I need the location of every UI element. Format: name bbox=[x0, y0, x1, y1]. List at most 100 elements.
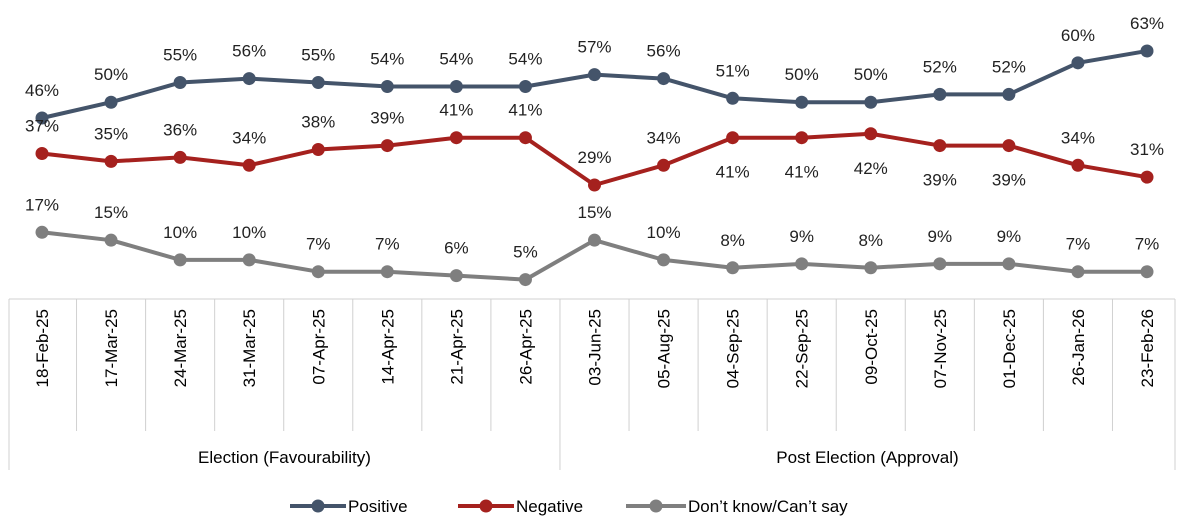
x-tick-label: 03-Jun-25 bbox=[586, 309, 605, 386]
data-label: 42% bbox=[854, 159, 888, 178]
data-point bbox=[726, 131, 740, 145]
x-tick-label: 31-Mar-25 bbox=[240, 309, 259, 387]
data-point bbox=[864, 261, 878, 275]
data-label: 55% bbox=[163, 46, 197, 65]
data-label: 34% bbox=[1061, 128, 1095, 147]
x-axis: 18-Feb-25 17-Mar-25 24-Mar-25 31-Mar-25 07-A… bbox=[8, 298, 1176, 470]
legend: Positive Negative Don’t know/Can’t say bbox=[290, 497, 848, 516]
data-label: 7% bbox=[1135, 235, 1160, 254]
data-label: 10% bbox=[232, 223, 266, 242]
data-label: 57% bbox=[577, 38, 611, 57]
x-tick-label: 01-Dec-25 bbox=[1000, 309, 1019, 388]
data-label: 38% bbox=[301, 113, 335, 132]
x-tick-label: 04-Sep-25 bbox=[724, 309, 743, 388]
data-point bbox=[1071, 158, 1085, 172]
data-point bbox=[795, 257, 809, 271]
data-point bbox=[380, 79, 394, 93]
data-label: 56% bbox=[647, 42, 681, 61]
data-point bbox=[35, 225, 49, 239]
data-point bbox=[380, 139, 394, 153]
data-label: 9% bbox=[928, 227, 953, 246]
data-label: 10% bbox=[163, 223, 197, 242]
legend-swatch-marker bbox=[479, 499, 493, 513]
data-label: 63% bbox=[1130, 14, 1164, 33]
data-point bbox=[1140, 170, 1154, 184]
data-label: 52% bbox=[992, 57, 1026, 76]
data-label: 10% bbox=[647, 223, 681, 242]
data-point bbox=[173, 150, 187, 164]
data-point bbox=[933, 139, 947, 153]
data-point bbox=[1002, 257, 1016, 271]
data-point bbox=[311, 76, 325, 90]
data-point bbox=[449, 79, 463, 93]
x-tick-label: 14-Apr-25 bbox=[378, 309, 397, 385]
data-label: 17% bbox=[25, 195, 59, 214]
data-point bbox=[1071, 56, 1085, 70]
data-point bbox=[864, 95, 878, 109]
data-label: 7% bbox=[1066, 235, 1091, 254]
group-label: Election (Favourability) bbox=[198, 448, 371, 467]
data-point bbox=[657, 253, 671, 267]
data-point bbox=[518, 79, 532, 93]
data-point bbox=[726, 91, 740, 105]
data-point bbox=[933, 257, 947, 271]
x-tick-label: 21-Apr-25 bbox=[447, 309, 466, 385]
data-point bbox=[933, 87, 947, 101]
x-tick-label: 07-Nov-25 bbox=[931, 309, 950, 388]
data-label: 34% bbox=[647, 128, 681, 147]
data-label: 9% bbox=[997, 227, 1022, 246]
data-point bbox=[104, 154, 118, 168]
data-label: 9% bbox=[789, 227, 814, 246]
series-line bbox=[41, 49, 1148, 120]
data-point bbox=[242, 72, 256, 86]
data-point bbox=[242, 158, 256, 172]
x-tick-label: 26-Apr-25 bbox=[516, 309, 535, 385]
data-point bbox=[311, 265, 325, 279]
data-label: 31% bbox=[1130, 140, 1164, 159]
data-label: 41% bbox=[508, 101, 542, 120]
data-point bbox=[1071, 265, 1085, 279]
data-point bbox=[1002, 139, 1016, 153]
data-point bbox=[518, 131, 532, 145]
data-label: 8% bbox=[858, 231, 883, 250]
data-point bbox=[588, 233, 601, 247]
data-point bbox=[311, 143, 325, 157]
data-point bbox=[864, 127, 878, 141]
data-label: 34% bbox=[232, 128, 266, 147]
data-point bbox=[795, 95, 809, 109]
data-point bbox=[1140, 44, 1154, 58]
x-tick-label: 23-Feb-26 bbox=[1138, 309, 1157, 387]
data-label: 55% bbox=[301, 46, 335, 65]
data-label: 7% bbox=[306, 235, 331, 254]
group-label: Post Election (Approval) bbox=[776, 448, 958, 467]
data-point bbox=[449, 269, 463, 283]
data-point bbox=[35, 111, 49, 125]
data-label: 39% bbox=[923, 171, 957, 190]
data-label: 7% bbox=[375, 235, 400, 254]
data-label: 29% bbox=[577, 148, 611, 167]
data-point bbox=[104, 95, 118, 109]
data-point bbox=[1002, 87, 1016, 101]
data-point bbox=[242, 253, 256, 267]
data-point bbox=[726, 261, 740, 275]
data-label: 54% bbox=[508, 49, 542, 68]
data-label: 35% bbox=[94, 124, 128, 143]
data-point bbox=[104, 233, 118, 247]
data-label: 8% bbox=[720, 231, 745, 250]
data-label: 50% bbox=[854, 65, 888, 84]
data-point bbox=[449, 131, 463, 145]
data-label: 50% bbox=[785, 65, 819, 84]
legend-swatch-marker bbox=[649, 499, 663, 513]
data-label: 46% bbox=[25, 81, 59, 100]
x-tick-label: 22-Sep-25 bbox=[793, 309, 812, 388]
data-labels: 46% 50% 55% 56% 55% 54% 54% 54% 57% 56% 51% 50% 50% 5… bbox=[25, 14, 1164, 262]
x-tick-label: 26-Jan-26 bbox=[1069, 309, 1088, 386]
data-label: 36% bbox=[163, 120, 197, 139]
x-tick-label: 05-Aug-25 bbox=[655, 309, 674, 388]
data-point bbox=[657, 158, 671, 172]
data-label: 41% bbox=[785, 163, 819, 182]
legend-label: Don’t know/Can’t say bbox=[688, 497, 848, 516]
data-point bbox=[588, 178, 601, 192]
data-point bbox=[380, 265, 394, 279]
